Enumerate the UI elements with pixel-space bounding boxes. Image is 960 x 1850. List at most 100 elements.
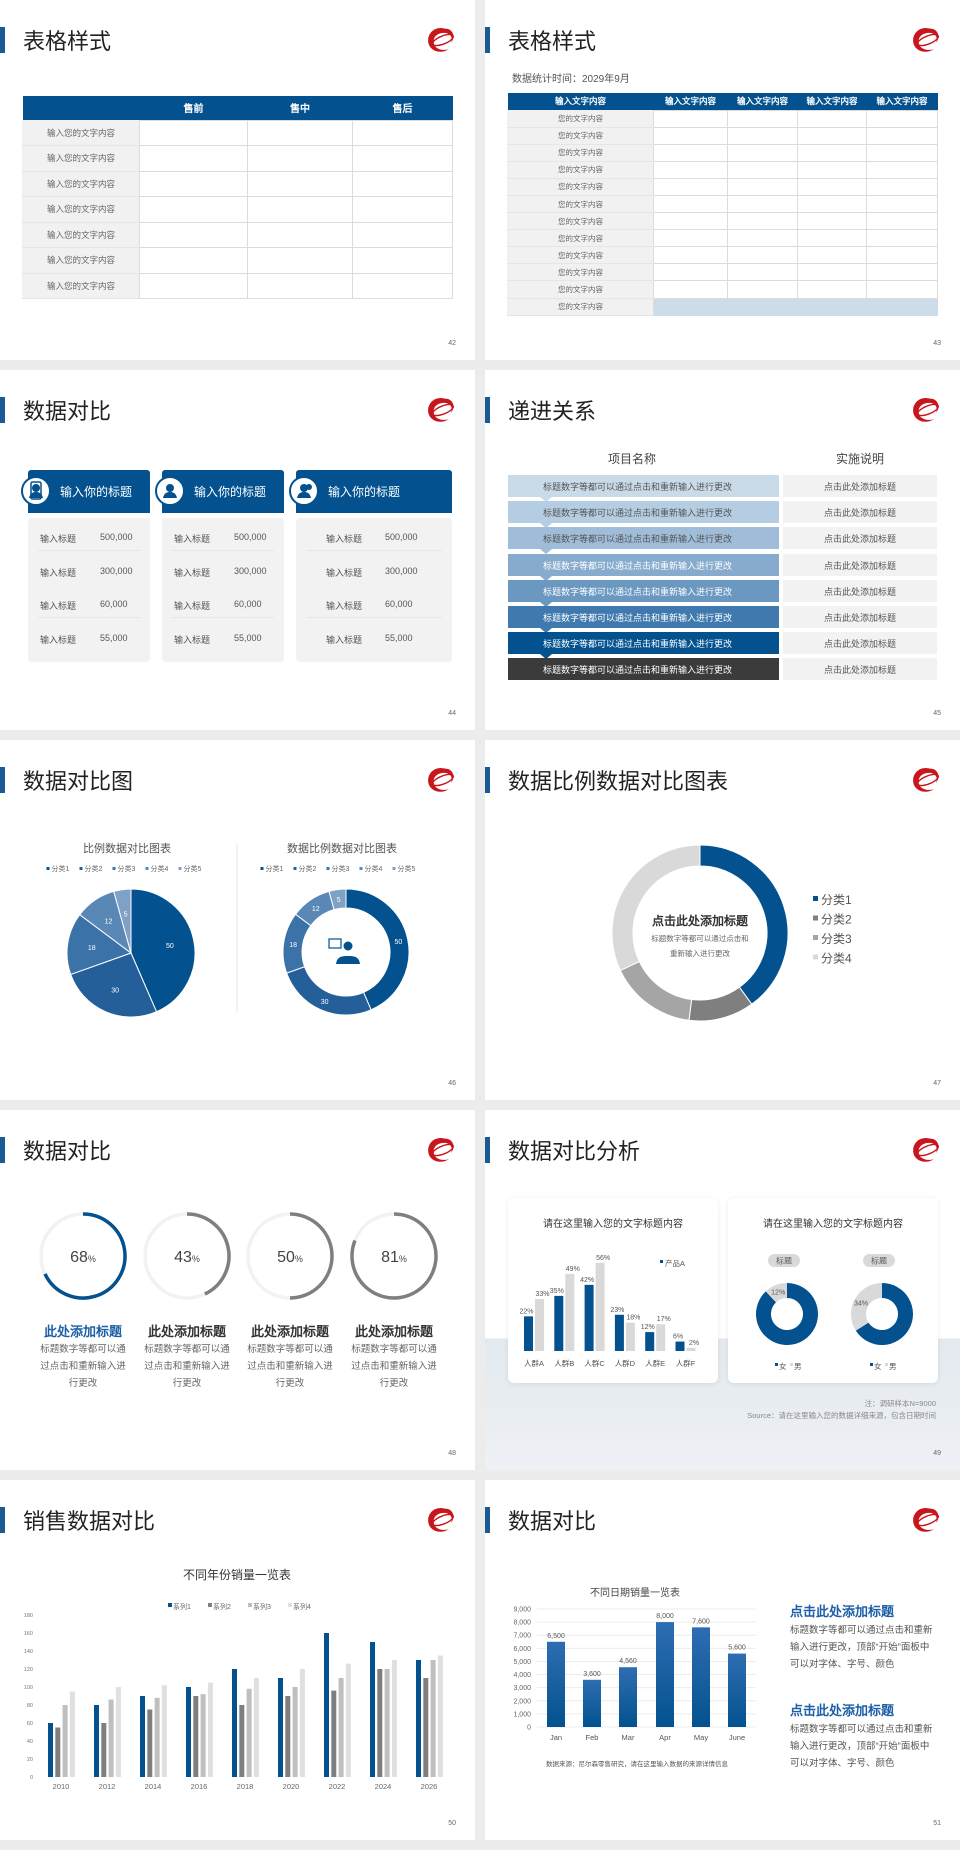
table-cell[interactable] — [352, 247, 453, 274]
table-cell[interactable] — [653, 246, 728, 265]
table-cell[interactable] — [653, 177, 728, 196]
progression-step[interactable]: 标题数字等都可以通过点击和重新输入进行更改 — [508, 579, 779, 602]
table-cell[interactable] — [866, 280, 938, 299]
table-cell[interactable] — [866, 160, 938, 179]
table-cell[interactable] — [866, 212, 938, 231]
row-label-cell[interactable]: 输入您的文字内容 — [22, 119, 140, 146]
table-cell[interactable] — [866, 126, 938, 145]
table-cell[interactable] — [727, 246, 798, 265]
table-cell[interactable] — [352, 119, 453, 146]
table-cell[interactable] — [653, 212, 728, 231]
table-cell[interactable] — [139, 272, 248, 299]
row-label-cell[interactable]: 输入您的文字内容 — [22, 247, 140, 274]
table-cell[interactable] — [247, 247, 353, 274]
table-cell[interactable] — [866, 143, 938, 162]
table-cell[interactable] — [247, 221, 353, 248]
table-cell[interactable] — [139, 145, 248, 172]
progression-step[interactable]: 标题数字等都可以通过点击和重新输入进行更改 — [508, 658, 779, 681]
progression-step[interactable]: 标题数字等都可以通过点击和重新输入进行更改 — [508, 606, 779, 628]
table-cell[interactable] — [139, 119, 248, 146]
table-cell[interactable] — [866, 246, 938, 265]
table-cell[interactable] — [727, 160, 798, 179]
table-cell[interactable] — [797, 177, 867, 196]
table-cell[interactable] — [352, 196, 453, 223]
progression-step[interactable]: 标题数字等都可以通过点击和重新输入进行更改 — [508, 553, 779, 576]
table-cell[interactable] — [797, 263, 867, 282]
table-cell[interactable] — [797, 143, 867, 162]
table-cell[interactable] — [866, 177, 938, 196]
table-cell[interactable] — [653, 109, 728, 128]
table-cell[interactable] — [797, 194, 867, 214]
table-cell[interactable] — [727, 177, 798, 196]
row-label-cell[interactable]: 您的文字内容 — [507, 280, 654, 299]
summary-cell[interactable] — [653, 297, 938, 316]
step-note[interactable]: 点击此处添加标题 — [783, 553, 937, 576]
table-cell[interactable] — [139, 221, 248, 248]
row-label-cell[interactable]: 输入您的文字内容 — [22, 272, 140, 299]
table-cell[interactable] — [866, 194, 938, 214]
table-cell[interactable] — [653, 160, 728, 179]
step-note[interactable]: 点击此处添加标题 — [783, 579, 937, 602]
row-label-cell[interactable]: 您的文字内容 — [507, 246, 654, 265]
table-cell[interactable] — [866, 109, 938, 128]
table-cell[interactable] — [797, 126, 867, 145]
progression-step[interactable]: 标题数字等都可以通过点击和重新输入进行更改 — [508, 632, 779, 655]
table-cell[interactable] — [653, 280, 728, 299]
table-cell[interactable] — [139, 170, 248, 197]
table-cell[interactable] — [247, 119, 353, 146]
table-cell[interactable] — [727, 229, 798, 248]
step-note[interactable]: 点击此处添加标题 — [783, 501, 937, 524]
progression-step[interactable]: 标题数字等都可以通过点击和重新输入进行更改 — [508, 527, 779, 550]
table-cell[interactable] — [352, 170, 453, 197]
table-cell[interactable] — [797, 160, 867, 179]
table-cell[interactable] — [727, 126, 798, 145]
row-label-cell[interactable]: 您的文字内容 — [507, 109, 654, 128]
row-label-cell[interactable]: 输入您的文字内容 — [22, 196, 140, 223]
row-label-cell[interactable]: 您的文字内容 — [507, 160, 654, 179]
table-cell[interactable] — [727, 280, 798, 299]
table-cell[interactable] — [797, 212, 867, 231]
step-note[interactable]: 点击此处添加标题 — [783, 658, 937, 681]
table-cell[interactable] — [727, 143, 798, 162]
table-cell[interactable] — [247, 170, 353, 197]
table-cell[interactable] — [727, 263, 798, 282]
step-note[interactable]: 点击此处添加标题 — [783, 475, 937, 497]
row-label-cell[interactable]: 输入您的文字内容 — [22, 145, 140, 172]
table-cell[interactable] — [352, 145, 453, 172]
table-cell[interactable] — [797, 246, 867, 265]
row-label-cell[interactable]: 您的文字内容 — [507, 229, 654, 248]
table-cell[interactable] — [653, 126, 728, 145]
table-cell[interactable] — [139, 247, 248, 274]
row-label-cell[interactable]: 您的文字内容 — [507, 263, 654, 282]
row-label-cell[interactable]: 您的文字内容 — [507, 177, 654, 196]
table-cell[interactable] — [797, 229, 867, 248]
step-note[interactable]: 点击此处添加标题 — [783, 527, 937, 550]
table-cell[interactable] — [797, 280, 867, 299]
table-cell[interactable] — [247, 196, 353, 223]
row-label-cell[interactable]: 输入您的文字内容 — [22, 221, 140, 248]
step-note[interactable]: 点击此处添加标题 — [783, 606, 937, 628]
table-cell[interactable] — [352, 272, 453, 299]
row-label-cell[interactable]: 您的文字内容 — [507, 143, 654, 162]
table-cell[interactable] — [727, 194, 798, 214]
table-cell[interactable] — [727, 212, 798, 231]
table-cell[interactable] — [139, 196, 248, 223]
row-label-cell[interactable]: 您的文字内容 — [507, 194, 654, 214]
table-cell[interactable] — [797, 109, 867, 128]
table-cell[interactable] — [653, 143, 728, 162]
progression-step[interactable]: 标题数字等都可以通过点击和重新输入进行更改 — [508, 501, 779, 524]
row-label-cell[interactable]: 输入您的文字内容 — [22, 170, 140, 197]
table-cell[interactable] — [653, 263, 728, 282]
table-cell[interactable] — [866, 229, 938, 248]
table-cell[interactable] — [866, 263, 938, 282]
row-label-cell[interactable]: 您的文字内容 — [507, 126, 654, 145]
table-cell[interactable] — [727, 109, 798, 128]
table-cell[interactable] — [653, 229, 728, 248]
row-label-cell[interactable]: 您的文字内容 — [507, 297, 654, 316]
table-cell[interactable] — [247, 145, 353, 172]
row-label-cell[interactable]: 您的文字内容 — [507, 212, 654, 231]
table-cell[interactable] — [653, 194, 728, 214]
table-cell[interactable] — [352, 221, 453, 248]
table-cell[interactable] — [247, 272, 353, 299]
progression-step[interactable]: 标题数字等都可以通过点击和重新输入进行更改 — [508, 475, 779, 497]
